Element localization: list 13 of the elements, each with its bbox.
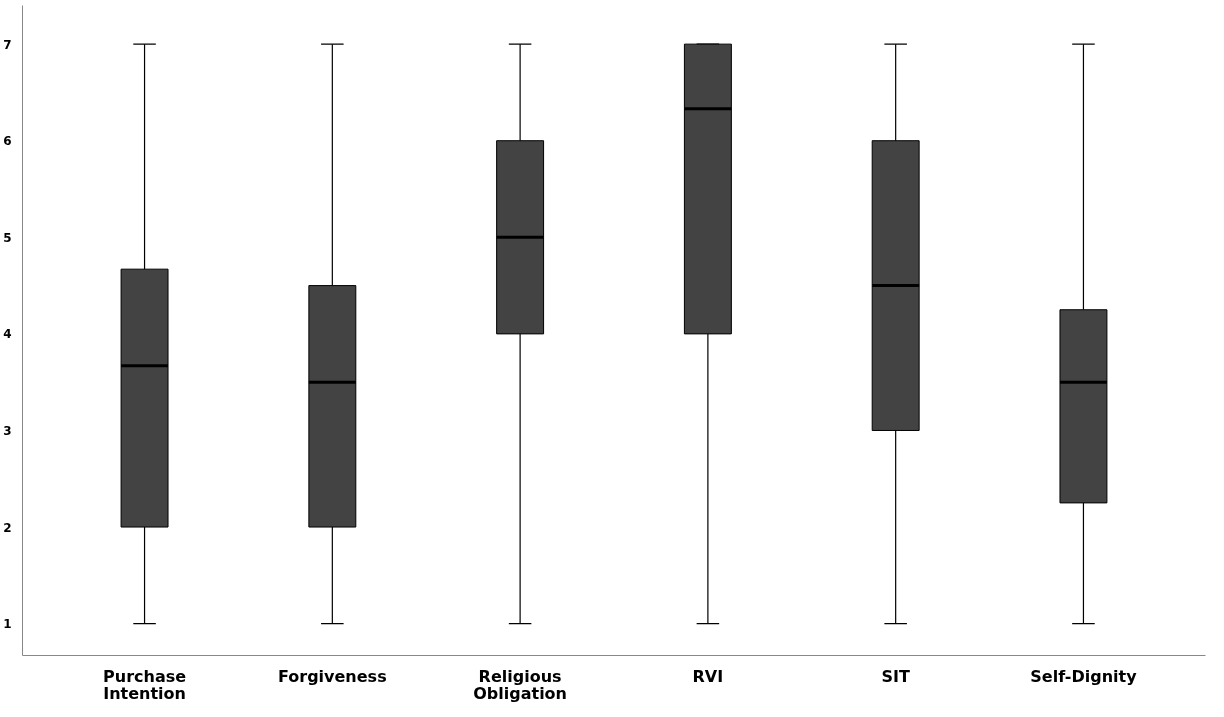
y-tick-label: 6	[3, 134, 12, 149]
x-tick-label: Religious Obligation	[473, 666, 568, 703]
x-tick-label: RVI	[692, 666, 724, 686]
x-tick-label: SIT	[881, 666, 910, 686]
y-tick-label: 3	[3, 423, 12, 438]
y-tick-label: 5	[3, 230, 12, 245]
x-tick-label: Purchase Intention	[103, 666, 187, 703]
y-tick-label: 1	[3, 617, 12, 632]
x-tick-label: Forgiveness	[278, 666, 387, 686]
y-tick-label: 4	[3, 327, 12, 342]
x-tick-label: Self-Dignity	[1030, 666, 1138, 686]
y-tick-label: 7	[3, 37, 12, 52]
y-tick-label: 2	[3, 520, 12, 535]
